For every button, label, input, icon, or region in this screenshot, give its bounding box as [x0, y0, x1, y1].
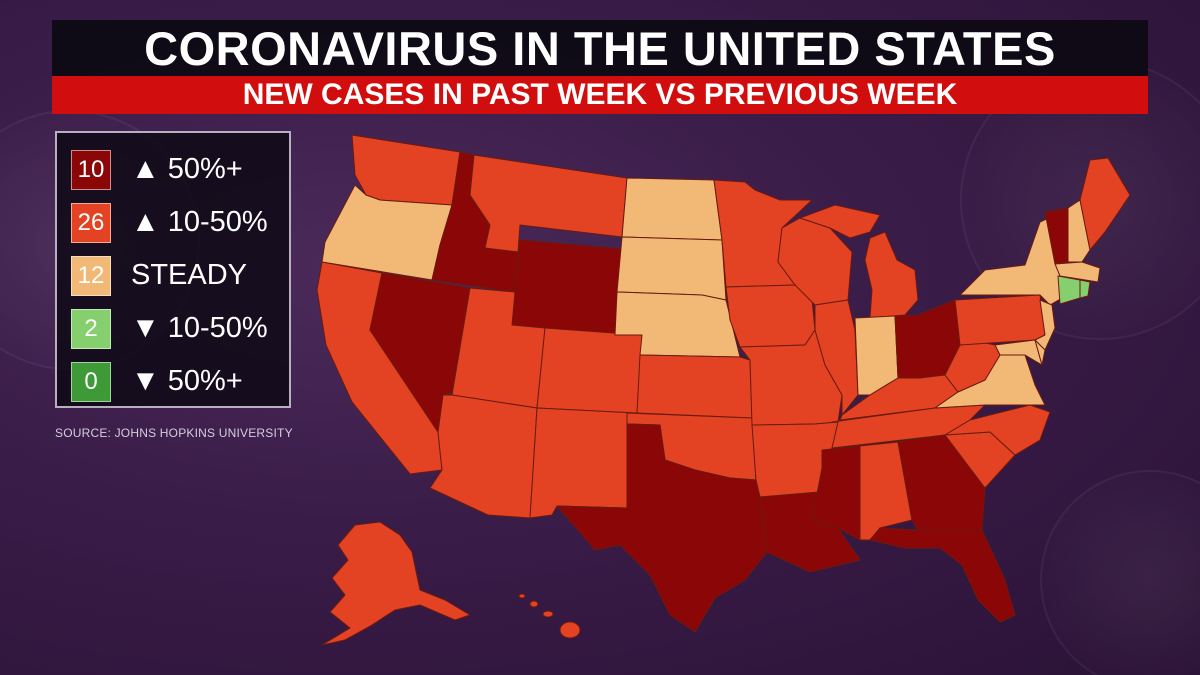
state-new-mexico	[529, 407, 638, 519]
state-montana	[469, 154, 628, 253]
state-north-carolina	[944, 404, 1051, 456]
state-south-dakota	[616, 236, 727, 301]
legend-count-badge: 26	[71, 202, 111, 243]
state-kansas	[636, 354, 753, 419]
state-rhode-island	[1079, 279, 1091, 299]
state-delaware	[1034, 339, 1046, 366]
legend-label: STEADY	[131, 259, 248, 291]
state-michigan-upper	[799, 204, 881, 239]
state-new-york	[959, 214, 1063, 306]
title-bar: CORONAVIRUS IN THE UNITED STATES	[52, 20, 1148, 76]
state-connecticut	[1057, 275, 1081, 305]
legend-label: ▲ 50%+	[131, 153, 243, 185]
state-wyoming	[509, 239, 623, 336]
state-alaska	[321, 521, 471, 646]
state-maryland	[994, 339, 1043, 366]
legend-count-badge: 0	[71, 361, 111, 402]
legend-count-badge: 2	[71, 308, 111, 349]
state-missouri	[739, 329, 843, 426]
state-new-hampshire	[1067, 199, 1091, 263]
legend-row-steady: 12 STEADY	[71, 249, 289, 302]
state-washington	[351, 134, 461, 206]
legend-label: ▲ 10-50%	[131, 206, 268, 238]
legend-row-up-10-50: 26 ▲ 10-50%	[71, 196, 289, 249]
state-florida	[869, 527, 1016, 623]
state-hawaii-island-4	[518, 593, 526, 599]
legend-label: ▼ 50%+	[131, 365, 243, 397]
legend-row-up-50: 10 ▲ 50%+	[71, 143, 289, 196]
legend-label: ▼ 10-50%	[131, 312, 268, 344]
page-subtitle: NEW CASES IN PAST WEEK VS PREVIOUS WEEK	[242, 78, 958, 111]
state-texas	[556, 423, 768, 633]
state-iowa	[725, 284, 816, 348]
legend-count-badge: 10	[71, 149, 111, 190]
legend-row-down-10-50: 2 ▼ 10-50%	[71, 302, 289, 355]
state-pennsylvania	[954, 294, 1046, 346]
state-colorado	[536, 327, 643, 414]
state-hawaii	[559, 621, 581, 639]
source-note: SOURCE: JOHNS HOPKINS UNIVERSITY	[55, 426, 293, 440]
state-michigan-lower	[864, 231, 919, 319]
state-north-dakota	[621, 177, 723, 241]
legend-count-badge: 12	[71, 255, 111, 296]
state-arizona	[429, 394, 538, 519]
page-title: CORONAVIRUS IN THE UNITED STATES	[144, 21, 1056, 75]
state-massachusetts	[1054, 261, 1101, 283]
state-maine	[1079, 157, 1131, 251]
legend-row-down-50: 0 ▼ 50%+	[71, 355, 289, 408]
legend: 10 ▲ 50%+ 26 ▲ 10-50% 12 STEADY 2 ▼ 10-5…	[55, 131, 291, 408]
state-hawaii-island-2	[542, 610, 554, 618]
subtitle-bar: NEW CASES IN PAST WEEK VS PREVIOUS WEEK	[52, 76, 1148, 114]
state-hawaii-island-3	[529, 600, 539, 608]
